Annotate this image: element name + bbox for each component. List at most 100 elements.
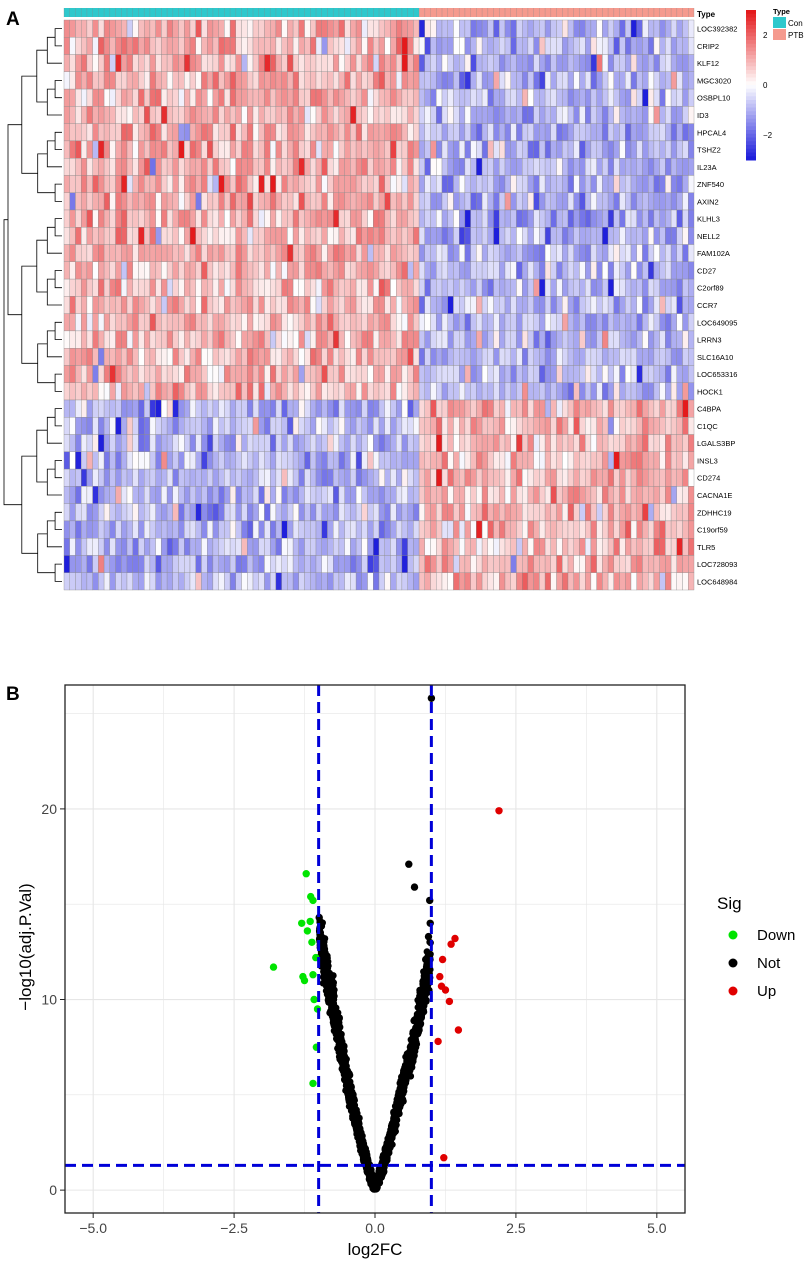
- heatmap-cell: [516, 37, 523, 55]
- heatmap-cell: [315, 209, 322, 228]
- heatmap-cell: [178, 451, 185, 470]
- heatmap-cell: [436, 538, 443, 556]
- heatmap-cell: [522, 158, 529, 176]
- heatmap-cell: [665, 71, 672, 90]
- heatmap-cell: [401, 140, 408, 159]
- heatmap-cell: [544, 365, 551, 383]
- heatmap-cell: [178, 278, 185, 297]
- heatmap-cell: [201, 106, 208, 124]
- heatmap-cell: [350, 296, 357, 314]
- heatmap-cell: [384, 296, 391, 314]
- heatmap-cell: [361, 261, 368, 280]
- heatmap-cell: [166, 313, 173, 332]
- row-label: SLC16A10: [697, 353, 733, 362]
- heatmap-cell: [418, 278, 425, 297]
- heatmap-cell: [310, 278, 317, 297]
- heatmap-cell: [613, 296, 620, 314]
- heatmap-cell: [573, 330, 580, 349]
- heatmap-cell: [510, 451, 517, 470]
- heatmap-cell: [229, 365, 236, 383]
- heatmap-cell: [625, 503, 632, 522]
- heatmap-cell: [665, 538, 672, 556]
- heatmap-cell: [590, 54, 597, 72]
- heatmap-cell: [602, 451, 609, 470]
- heatmap-cell: [613, 140, 620, 159]
- heatmap-cell: [333, 313, 340, 332]
- heatmap-cell: [396, 296, 403, 314]
- dendrogram-branch: [54, 460, 62, 479]
- heatmap-cell: [459, 106, 466, 124]
- heatmap-cell: [653, 158, 660, 176]
- heatmap-cell: [544, 313, 551, 332]
- heatmap-cell: [688, 123, 695, 142]
- heatmap-cell: [550, 365, 557, 383]
- heatmap-cell: [590, 19, 597, 38]
- heatmap-cell: [447, 296, 454, 314]
- heatmap-cell: [218, 572, 225, 591]
- heatmap-cell: [596, 278, 603, 297]
- heatmap-cell: [270, 278, 277, 297]
- heatmap-cell: [418, 538, 425, 556]
- heatmap-cell: [481, 123, 488, 142]
- heatmap-cell: [493, 123, 500, 142]
- heatmap-cell: [430, 175, 437, 193]
- heatmap-cell: [321, 88, 328, 107]
- heatmap-cell: [539, 468, 546, 487]
- heatmap-cell: [430, 37, 437, 55]
- heatmap-cell: [390, 572, 397, 591]
- heatmap-cell: [602, 313, 609, 332]
- heatmap-cell: [287, 520, 294, 539]
- heatmap-cell: [550, 209, 557, 228]
- heatmap-cell: [287, 486, 294, 504]
- heatmap-cell: [373, 54, 380, 72]
- heatmap-cell: [384, 209, 391, 228]
- heatmap-cell: [441, 175, 448, 193]
- heatmap-cell: [378, 71, 385, 90]
- heatmap-cell: [516, 520, 523, 539]
- heatmap-cell: [149, 399, 156, 418]
- heatmap-cell: [241, 192, 248, 211]
- heatmap-cell: [499, 37, 506, 55]
- heatmap-cell: [195, 451, 202, 470]
- heatmap-cell: [596, 417, 603, 435]
- heatmap-cell: [378, 88, 385, 107]
- heatmap-cell: [384, 451, 391, 470]
- heatmap-cell: [625, 106, 632, 124]
- heatmap-cell: [75, 296, 82, 314]
- heatmap-cell: [315, 486, 322, 504]
- heatmap-cell: [556, 313, 563, 332]
- heatmap-cell: [453, 382, 460, 401]
- heatmap-cell: [126, 313, 133, 332]
- heatmap-cell: [361, 365, 368, 383]
- heatmap-cell: [396, 37, 403, 55]
- heatmap-cell: [235, 486, 242, 504]
- heatmap-cell: [447, 313, 454, 332]
- heatmap-cell: [333, 296, 340, 314]
- heatmap-cell: [161, 158, 168, 176]
- heatmap-cell: [155, 123, 162, 142]
- heatmap-cell: [539, 19, 546, 38]
- heatmap-cell: [355, 486, 362, 504]
- dendrogram-branch: [36, 49, 48, 103]
- heatmap-cell: [401, 348, 408, 366]
- heatmap-cell: [504, 330, 511, 349]
- heatmap-cell: [184, 348, 191, 366]
- heatmap-cell: [476, 296, 483, 314]
- heatmap-cell: [310, 227, 317, 245]
- heatmap-cell: [98, 192, 105, 211]
- heatmap-cell: [476, 71, 483, 90]
- heatmap-cell: [304, 261, 311, 280]
- heatmap-cell: [682, 140, 689, 159]
- heatmap-cell: [648, 451, 655, 470]
- heatmap-cell: [527, 244, 534, 262]
- heatmap-cell: [126, 123, 133, 142]
- heatmap-cell: [424, 313, 431, 332]
- heatmap-cell: [75, 382, 82, 401]
- heatmap-cell: [396, 330, 403, 349]
- heatmap-cell: [98, 451, 105, 470]
- heatmap-cell: [172, 244, 179, 262]
- dendrogram-branch: [54, 131, 62, 150]
- heatmap-cell: [642, 348, 649, 366]
- heatmap-cell: [310, 106, 317, 124]
